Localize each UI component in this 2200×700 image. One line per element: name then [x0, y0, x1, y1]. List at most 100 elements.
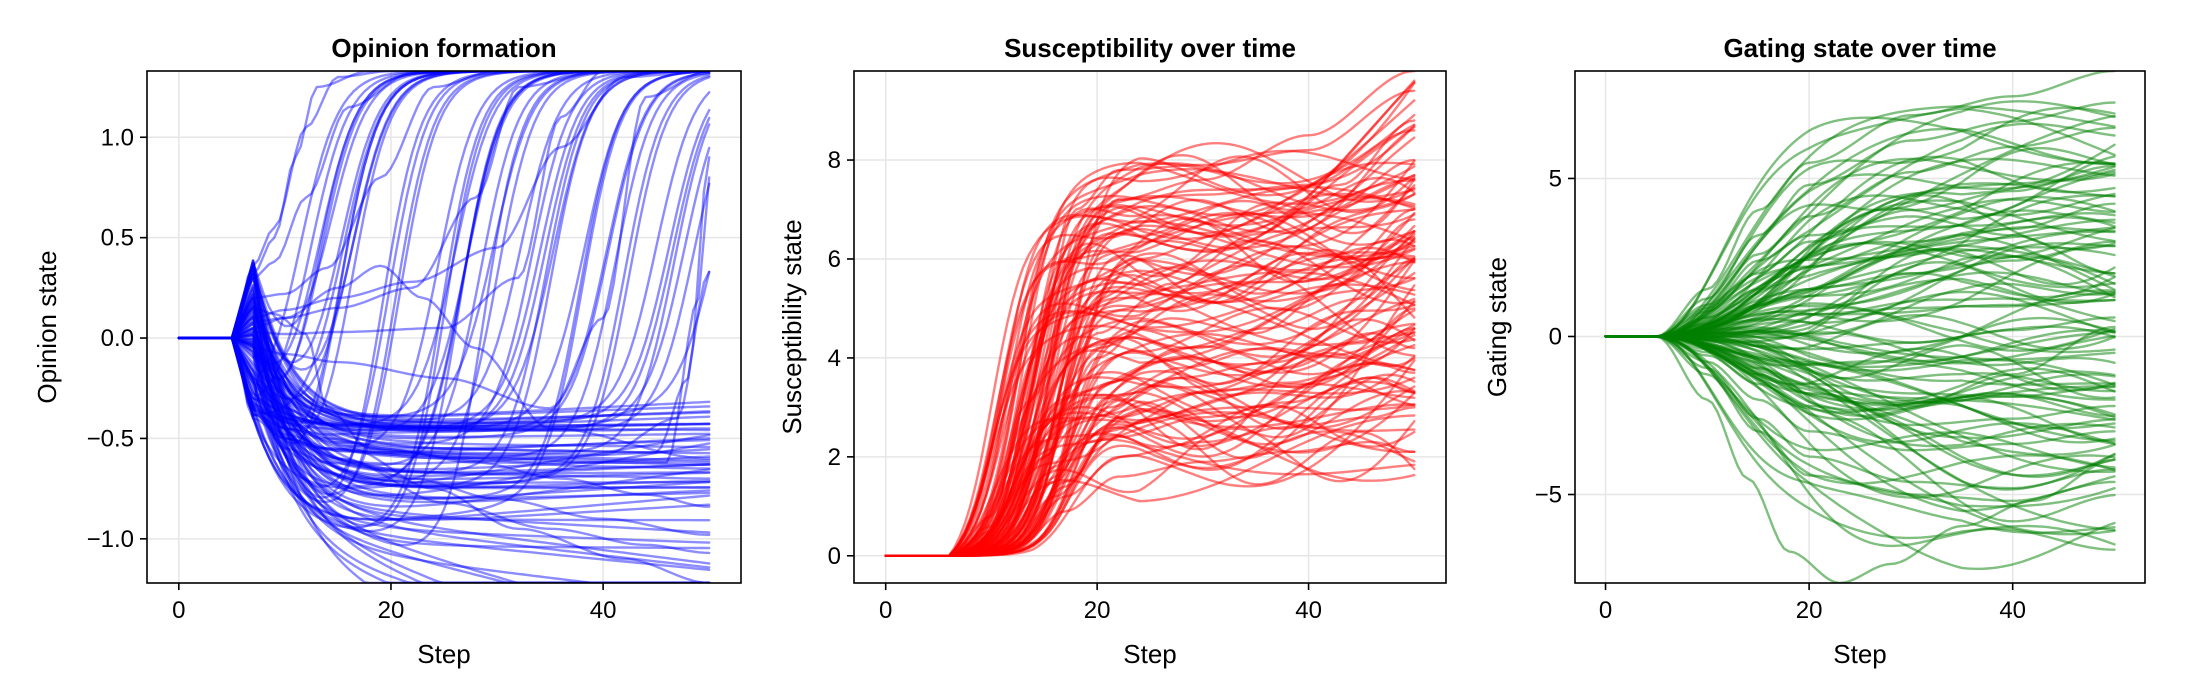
- series-line: [177, 176, 711, 464]
- series-line: [177, 336, 711, 480]
- series-line: [1604, 215, 2116, 338]
- y-tick-label: 8: [828, 147, 841, 174]
- series-line: [177, 310, 711, 417]
- series-line: [177, 336, 711, 425]
- x-tick-label: 0: [172, 597, 185, 624]
- series-line: [884, 218, 1416, 557]
- series-line: [177, 336, 711, 465]
- series-line: [177, 336, 711, 521]
- y-tick-label: 1.0: [101, 124, 134, 151]
- ticks: 0 20 40 0 2 4 6 8: [828, 147, 1322, 624]
- series-line: [177, 332, 711, 464]
- x-tick-label: 0: [879, 597, 892, 624]
- series-line: [177, 71, 711, 440]
- series-line: [177, 336, 711, 474]
- series-line: [177, 336, 711, 466]
- series-line: [1604, 335, 2116, 502]
- series-line: [177, 71, 711, 430]
- series-line: [177, 71, 711, 340]
- series-line: [177, 331, 711, 438]
- series-line: [177, 71, 711, 364]
- series-line: [1604, 101, 2116, 338]
- series-line: [177, 71, 711, 445]
- panel-opinion-formation: 0 20 40 −1.0 −0.5 0.0 0.5 1.0 Opinion formation…: [32, 33, 742, 669]
- series-line: [884, 89, 1416, 557]
- series-line: [177, 308, 711, 583]
- series-line: [884, 361, 1416, 557]
- series-line: [177, 336, 711, 583]
- series-line: [884, 174, 1416, 557]
- series-line: [177, 336, 711, 489]
- series-line: [177, 315, 711, 565]
- series-line: [1604, 316, 2116, 351]
- y-tick-label: −5: [1535, 482, 1562, 509]
- series-line: [177, 336, 711, 481]
- series-line: [177, 336, 711, 454]
- series-line: [177, 74, 711, 487]
- series-line: [177, 322, 711, 428]
- series-line: [177, 292, 711, 550]
- series-line: [1604, 335, 2116, 583]
- series-line: [177, 264, 711, 500]
- series-line: [177, 336, 711, 536]
- series-line: [884, 71, 1416, 557]
- series-line: [177, 336, 711, 508]
- panel-susceptibility: 0 20 40 0 2 4 6 8 Susceptibility over time Step…: [777, 33, 1447, 669]
- series-line: [177, 336, 711, 428]
- series-line: [177, 182, 711, 432]
- ticks: 0 20 40 −5 0 5: [1535, 165, 2026, 624]
- x-tick-label: 40: [1295, 597, 1322, 624]
- panel-gating-state: 0 20 40 −5 0 5 Gating state over time Step Ga…: [1482, 33, 2146, 669]
- series-line: [177, 71, 711, 422]
- series-line: [177, 298, 711, 449]
- x-tick-label: 20: [1084, 597, 1111, 624]
- series-line: [1604, 126, 2116, 338]
- series-line: [177, 306, 711, 475]
- y-tick-label: 6: [828, 246, 841, 273]
- series-line: [177, 71, 711, 430]
- series-line: [177, 71, 711, 448]
- x-axis-label: Step: [417, 639, 471, 669]
- series-line: [177, 71, 711, 340]
- series-line: [177, 270, 711, 508]
- series-line: [177, 305, 711, 497]
- series-line: [177, 108, 711, 424]
- y-tick-label: −1.0: [87, 526, 134, 553]
- series-line: [1604, 334, 2116, 365]
- series-line: [177, 156, 711, 454]
- series-line: [177, 264, 711, 460]
- series-line: [177, 71, 711, 488]
- series-line: [177, 71, 711, 521]
- grid: [147, 71, 741, 583]
- y-tick-label: 0: [1549, 323, 1562, 350]
- series-line: [177, 336, 711, 478]
- plot-lines: [884, 71, 1416, 557]
- series-line: [177, 71, 711, 428]
- series-line: [177, 336, 711, 436]
- series-line: [1604, 202, 2116, 338]
- series-line: [177, 123, 711, 455]
- series-line: [1604, 335, 2116, 398]
- y-tick-label: 2: [828, 444, 841, 471]
- series-line: [1604, 240, 2116, 338]
- x-axis-label: Step: [1123, 639, 1177, 669]
- series-line: [177, 71, 711, 410]
- series-line: [177, 71, 711, 432]
- series-line: [1604, 325, 2116, 408]
- plot-frame: [853, 70, 1447, 584]
- series-line: [177, 71, 711, 400]
- series-line: [177, 270, 711, 456]
- series-line: [177, 336, 711, 418]
- series-line: [177, 336, 711, 571]
- series-line: [177, 146, 711, 430]
- series-line: [177, 71, 711, 503]
- series-line: [177, 71, 711, 488]
- series-line: [177, 72, 711, 460]
- x-tick-label: 40: [1999, 597, 2026, 624]
- series-line: [177, 318, 711, 521]
- series-line: [177, 71, 711, 433]
- series-line: [177, 71, 711, 340]
- series-line: [177, 293, 711, 569]
- y-tick-label: 4: [828, 345, 841, 372]
